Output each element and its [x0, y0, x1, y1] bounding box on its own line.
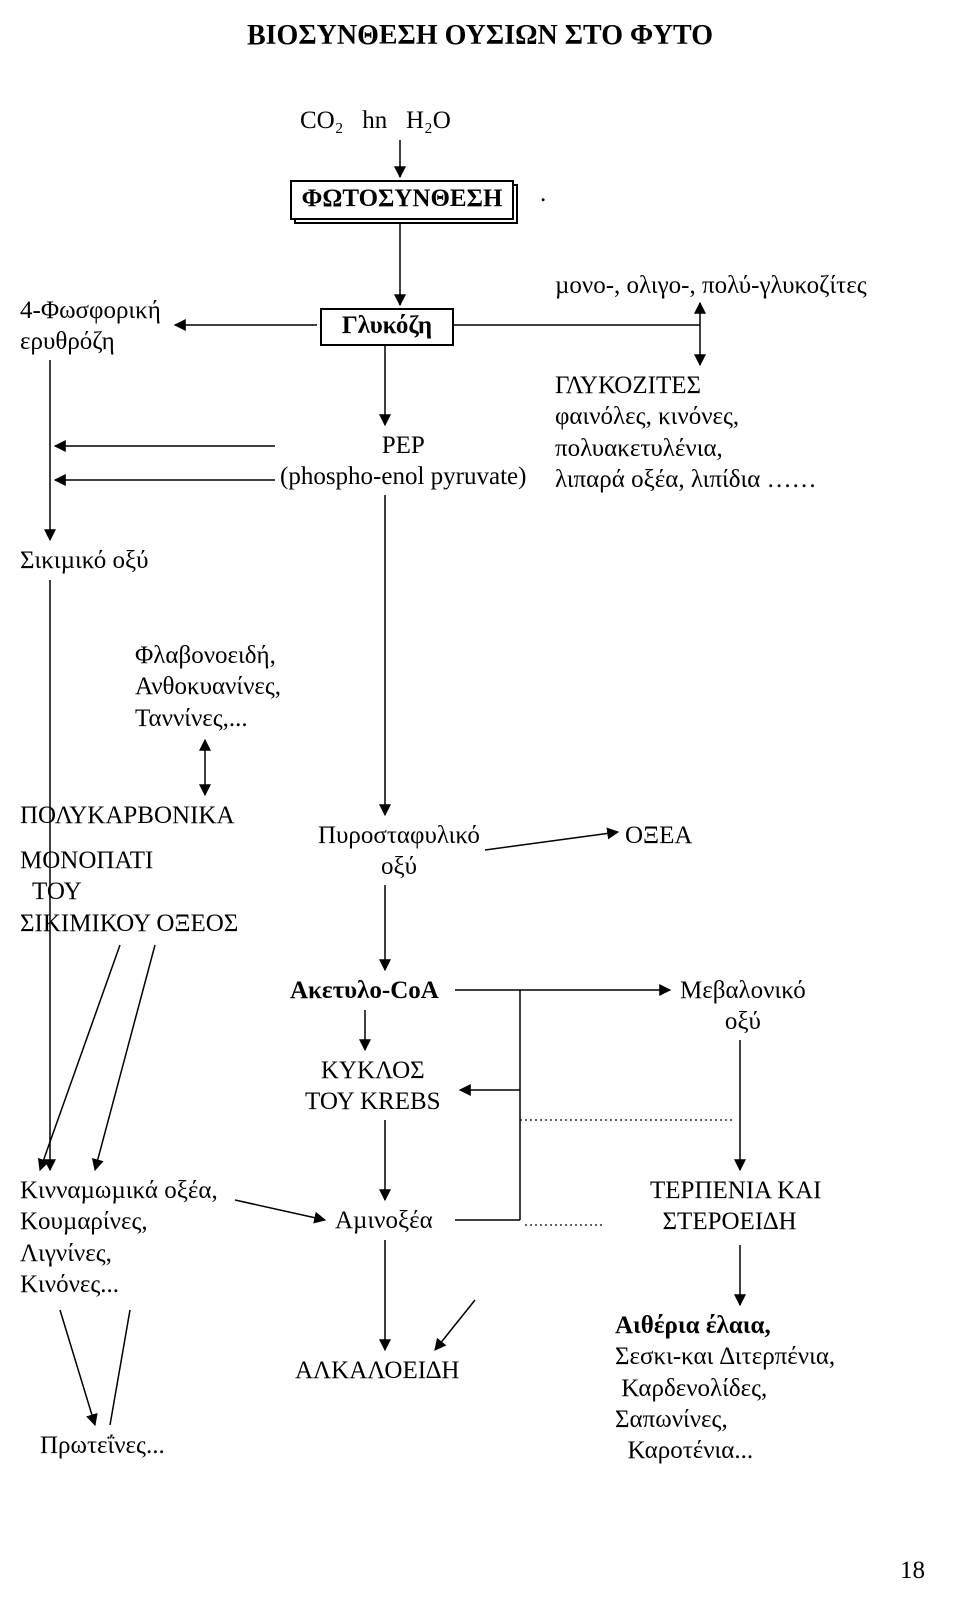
diagram-svg [0, 0, 960, 1600]
